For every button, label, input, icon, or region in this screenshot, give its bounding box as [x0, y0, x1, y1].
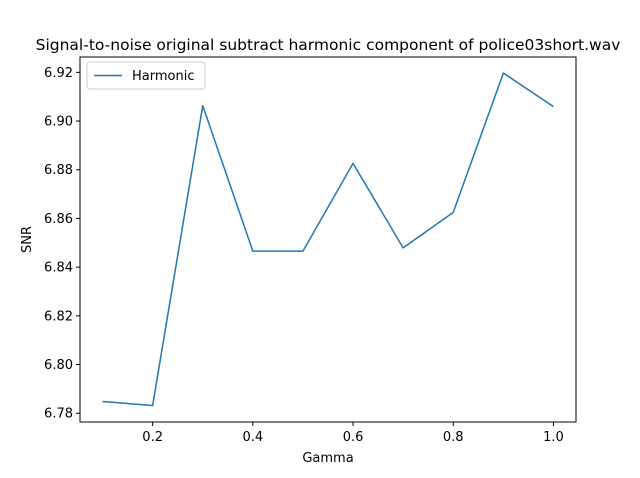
- x-tick-label: 0.2: [142, 430, 163, 445]
- y-axis-label: SNR: [20, 226, 35, 253]
- y-tick-label: 6.80: [44, 358, 73, 373]
- x-tick-label: 0.4: [243, 430, 264, 445]
- x-axis-label: Gamma: [302, 451, 353, 466]
- x-tick-label: 0.6: [343, 430, 364, 445]
- x-tick-label: 1.0: [543, 430, 564, 445]
- legend-label-harmonic: Harmonic: [132, 69, 194, 84]
- y-tick-label: 6.88: [44, 163, 73, 178]
- y-tick-label: 6.86: [44, 212, 73, 227]
- x-tick-label: 0.8: [443, 430, 464, 445]
- y-tick-label: 6.84: [44, 261, 73, 276]
- y-tick-label: 6.78: [44, 407, 73, 422]
- legend: Harmonic: [87, 62, 205, 89]
- chart-title: Signal-to-noise original subtract harmon…: [36, 36, 621, 54]
- y-tick-label: 6.92: [44, 66, 73, 81]
- y-tick-label: 6.82: [44, 309, 73, 324]
- y-tick-label: 6.90: [44, 115, 73, 130]
